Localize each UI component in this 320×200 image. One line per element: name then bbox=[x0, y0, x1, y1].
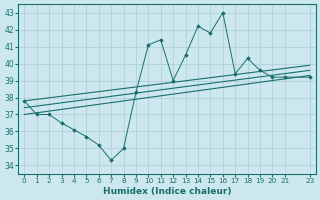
X-axis label: Humidex (Indice chaleur): Humidex (Indice chaleur) bbox=[103, 187, 231, 196]
